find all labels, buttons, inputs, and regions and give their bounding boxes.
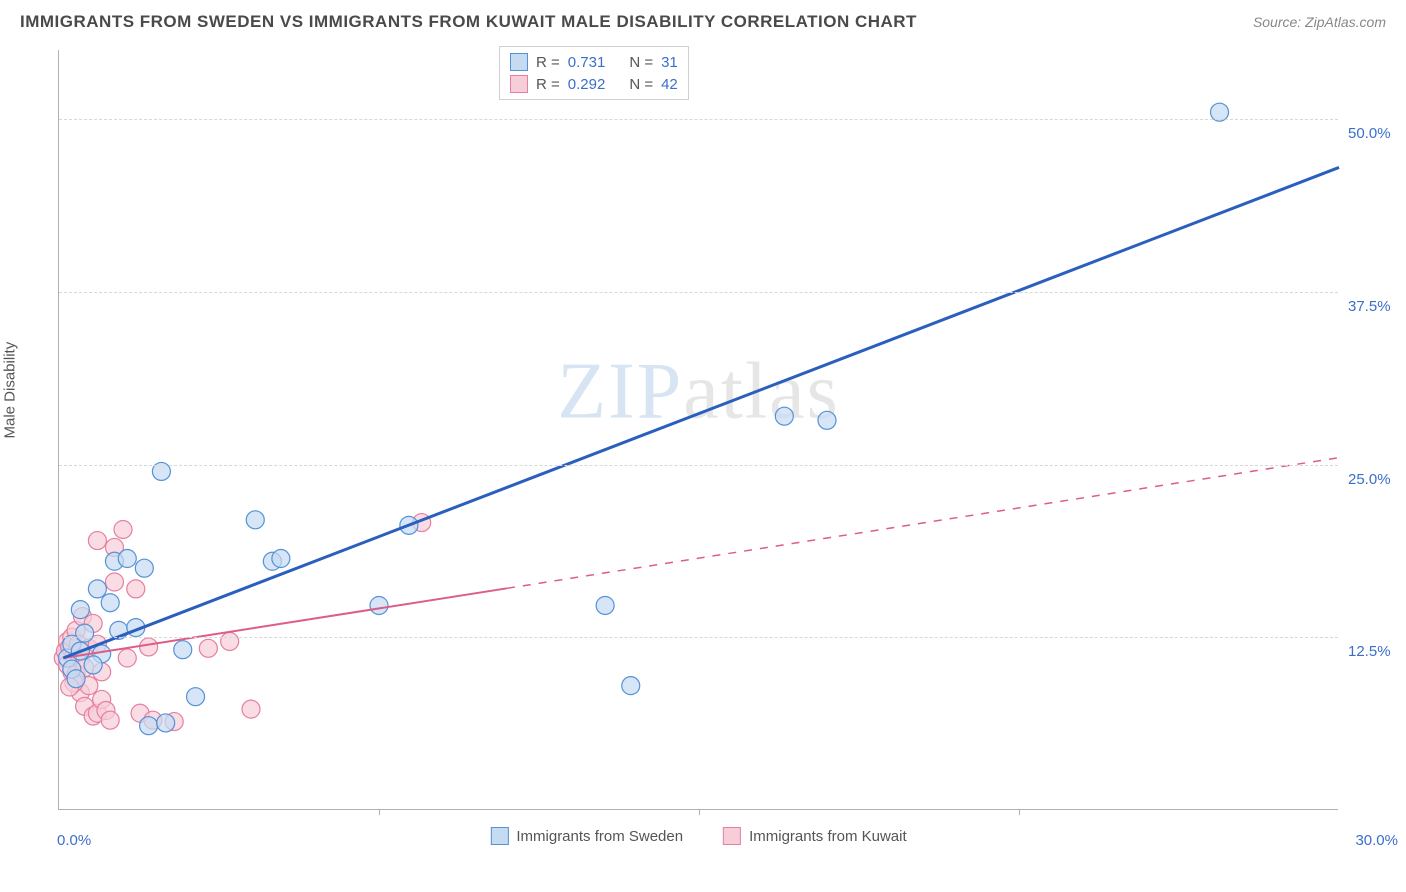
point-kuwait	[199, 639, 217, 657]
x-tick-mark	[379, 809, 380, 815]
y-tick-label: 25.0%	[1348, 471, 1406, 488]
point-kuwait	[101, 711, 119, 729]
legend-item-sweden: Immigrants from Sweden	[490, 827, 683, 845]
y-tick-label: 37.5%	[1348, 298, 1406, 315]
x-tick-mark	[699, 809, 700, 815]
n-value: 42	[661, 76, 678, 93]
swatch-blue-icon	[510, 53, 528, 71]
point-kuwait	[105, 573, 123, 591]
point-sweden	[88, 580, 106, 598]
point-sweden	[71, 601, 89, 619]
legend-item-kuwait: Immigrants from Kuwait	[723, 827, 907, 845]
gridline	[59, 292, 1338, 293]
gridline	[59, 637, 1338, 638]
point-sweden	[101, 594, 119, 612]
chart-header: IMMIGRANTS FROM SWEDEN VS IMMIGRANTS FRO…	[0, 0, 1406, 40]
point-sweden	[84, 656, 102, 674]
swatch-pink-icon	[510, 75, 528, 93]
n-label: N =	[629, 76, 653, 93]
trendline-sweden-solid	[63, 167, 1339, 658]
point-sweden	[76, 624, 94, 642]
correlation-legend: R = 0.731 N = 31 R = 0.292 N = 42	[499, 46, 689, 100]
legend-row-sweden: R = 0.731 N = 31	[510, 51, 678, 73]
point-kuwait	[221, 632, 239, 650]
series-legend: Immigrants from Sweden Immigrants from K…	[490, 827, 906, 845]
point-kuwait	[114, 520, 132, 538]
point-sweden	[174, 641, 192, 659]
point-sweden	[370, 596, 388, 614]
chart-plot-area: ZIPatlas R = 0.731 N = 31 R = 0.292 N = …	[58, 50, 1338, 810]
chart-title: IMMIGRANTS FROM SWEDEN VS IMMIGRANTS FRO…	[20, 12, 917, 32]
point-kuwait	[127, 580, 145, 598]
point-sweden	[246, 511, 264, 529]
legend-label: Immigrants from Sweden	[516, 828, 683, 845]
legend-label: Immigrants from Kuwait	[749, 828, 907, 845]
point-sweden	[157, 714, 175, 732]
legend-row-kuwait: R = 0.292 N = 42	[510, 73, 678, 95]
point-sweden	[135, 559, 153, 577]
scatter-svg	[59, 50, 1338, 809]
swatch-blue-icon	[490, 827, 508, 845]
r-label: R =	[536, 54, 560, 71]
gridline	[59, 465, 1338, 466]
point-kuwait	[140, 638, 158, 656]
y-tick-label: 50.0%	[1348, 125, 1406, 142]
swatch-pink-icon	[723, 827, 741, 845]
r-value: 0.731	[568, 54, 606, 71]
point-sweden	[818, 411, 836, 429]
point-sweden	[596, 596, 614, 614]
x-axis-end-label: 0.0%	[57, 832, 91, 849]
point-sweden	[67, 670, 85, 688]
point-kuwait	[118, 649, 136, 667]
x-axis-end-label: 30.0%	[1355, 832, 1398, 849]
point-kuwait	[88, 532, 106, 550]
r-label: R =	[536, 76, 560, 93]
n-label: N =	[629, 54, 653, 71]
point-sweden	[140, 717, 158, 735]
n-value: 31	[661, 54, 678, 71]
point-sweden	[622, 677, 640, 695]
y-axis-label: Male Disability	[2, 342, 19, 439]
trendline-kuwait-dashed	[507, 458, 1339, 589]
gridline	[59, 119, 1338, 120]
point-sweden	[118, 550, 136, 568]
x-tick-mark	[1019, 809, 1020, 815]
r-value: 0.292	[568, 76, 606, 93]
point-sweden	[187, 688, 205, 706]
point-sweden	[775, 407, 793, 425]
y-tick-label: 12.5%	[1348, 643, 1406, 660]
source-label: Source: ZipAtlas.com	[1253, 14, 1386, 30]
point-kuwait	[242, 700, 260, 718]
point-sweden	[272, 550, 290, 568]
